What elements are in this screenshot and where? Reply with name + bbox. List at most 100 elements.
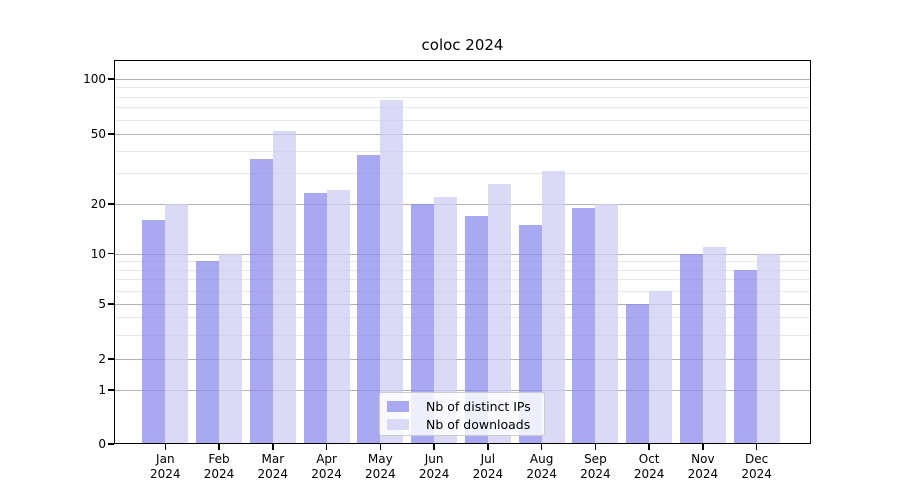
major-gridline — [114, 304, 811, 305]
bar-downloads-apr — [326, 190, 350, 444]
bar-downloads-nov — [702, 246, 726, 444]
x-tick-label: Jun 2024 — [404, 452, 464, 482]
y-tick-label: 100 — [83, 72, 106, 86]
x-tick-year: 2024 — [203, 467, 235, 481]
gridline-layer — [114, 60, 811, 444]
x-tick-label: Jan 2024 — [135, 452, 195, 482]
x-tick-year: 2024 — [687, 467, 719, 481]
minor-gridline — [114, 269, 811, 271]
x-tick-mark — [702, 444, 704, 450]
x-tick-label: Mar 2024 — [243, 452, 303, 482]
bar-distinct-ips-feb — [196, 261, 220, 444]
legend-row-downloads: Nb of downloads — [387, 415, 536, 433]
bar-downloads-dec — [756, 253, 780, 444]
minor-gridline — [114, 96, 811, 98]
x-tick-year: 2024 — [257, 467, 289, 481]
x-tick-year: 2024 — [150, 467, 181, 481]
x-tick-mark — [325, 444, 328, 450]
x-tick-mark — [648, 444, 650, 450]
bar-downloads-oct — [649, 290, 673, 444]
bars-layer — [114, 60, 811, 444]
bar-downloads-mar — [272, 130, 296, 444]
bar-downloads-sep — [595, 204, 619, 444]
bar-downloads-jun — [434, 196, 458, 444]
major-gridline — [114, 79, 811, 80]
x-tick-label: May 2024 — [350, 452, 410, 482]
x-tick-label: Jul 2024 — [458, 452, 518, 482]
bar-downloads-jul — [487, 183, 511, 444]
y-tick-label: 2 — [98, 352, 106, 366]
legend: Nb of distinct IPs Nb of downloads — [379, 392, 545, 436]
major-gridline — [114, 359, 811, 360]
y-tick-label: 5 — [98, 297, 106, 311]
bar-distinct-ips-aug — [518, 224, 542, 444]
bar-distinct-ips-mar — [249, 159, 273, 444]
legend-row-distinct-ips: Nb of distinct IPs — [387, 397, 536, 415]
bar-distinct-ips-jun — [411, 204, 435, 444]
x-tick-year: 2024 — [418, 467, 450, 481]
major-gridline — [114, 390, 811, 391]
minor-gridline — [114, 119, 811, 121]
bar-downloads-aug — [541, 170, 565, 444]
x-tick-label: Sep 2024 — [565, 452, 625, 482]
x-tick-mark — [218, 444, 220, 450]
x-tick-year: 2024 — [472, 467, 504, 481]
bar-distinct-ips-may — [357, 154, 381, 444]
y-tick-label: 20 — [90, 197, 106, 211]
y-tick-mark — [108, 443, 114, 445]
x-tick-label: Apr 2024 — [297, 452, 357, 482]
legend-label-distinct-ips: Nb of distinct IPs — [426, 398, 531, 414]
bar-distinct-ips-apr — [303, 193, 327, 444]
minor-gridline — [114, 317, 811, 319]
minor-gridline — [114, 261, 811, 263]
legend-swatch-distinct-ips — [387, 400, 409, 412]
major-gridline — [114, 253, 811, 255]
x-tick-year: 2024 — [580, 467, 611, 481]
minor-gridline — [114, 279, 811, 281]
minor-gridline — [114, 87, 811, 89]
legend-swatch-downloads — [387, 418, 409, 430]
minor-gridline — [114, 151, 811, 153]
y-tick-label: 0 — [98, 437, 106, 451]
x-tick-year: 2024 — [633, 467, 665, 481]
bar-distinct-ips-nov — [679, 253, 703, 444]
minor-gridline — [114, 334, 811, 336]
x-tick-label: Nov 2024 — [673, 452, 733, 482]
x-tick-year: 2024 — [365, 467, 396, 481]
x-tick-label: Feb 2024 — [189, 452, 249, 482]
bar-distinct-ips-jul — [464, 215, 488, 444]
major-gridline — [114, 204, 811, 205]
bar-distinct-ips-jan — [142, 219, 166, 444]
y-tick-mark — [108, 78, 114, 80]
bar-distinct-ips-oct — [626, 304, 650, 444]
bar-downloads-feb — [219, 253, 243, 444]
y-tick-mark — [108, 252, 114, 255]
x-tick-year: 2024 — [741, 467, 772, 481]
x-tick-label: Aug 2024 — [512, 452, 572, 482]
legend-label-downloads: Nb of downloads — [426, 416, 531, 432]
x-tick-year: 2024 — [311, 467, 342, 481]
bar-distinct-ips-sep — [572, 207, 596, 444]
y-tick-mark — [108, 303, 114, 305]
x-tick-mark — [379, 444, 382, 450]
chart-title: coloc 2024 — [421, 36, 504, 54]
x-tick-mark — [594, 444, 597, 450]
major-gridline — [114, 134, 811, 135]
bar-distinct-ips-dec — [733, 269, 757, 444]
x-tick-mark — [433, 444, 435, 450]
x-tick-mark — [540, 444, 543, 450]
bar-downloads-jan — [165, 204, 189, 444]
x-tick-mark — [164, 444, 166, 450]
y-tick-mark — [108, 389, 114, 391]
y-tick-mark — [108, 203, 114, 205]
minor-gridline — [114, 173, 811, 175]
x-tick-label: Dec 2024 — [727, 452, 787, 482]
x-tick-year: 2024 — [526, 467, 557, 481]
x-tick-label: Oct 2024 — [619, 452, 679, 482]
y-tick-mark — [108, 133, 114, 135]
x-tick-mark — [755, 444, 758, 450]
x-tick-mark — [272, 444, 274, 450]
y-tick-label: 50 — [90, 127, 106, 141]
y-tick-label: 10 — [90, 246, 106, 261]
